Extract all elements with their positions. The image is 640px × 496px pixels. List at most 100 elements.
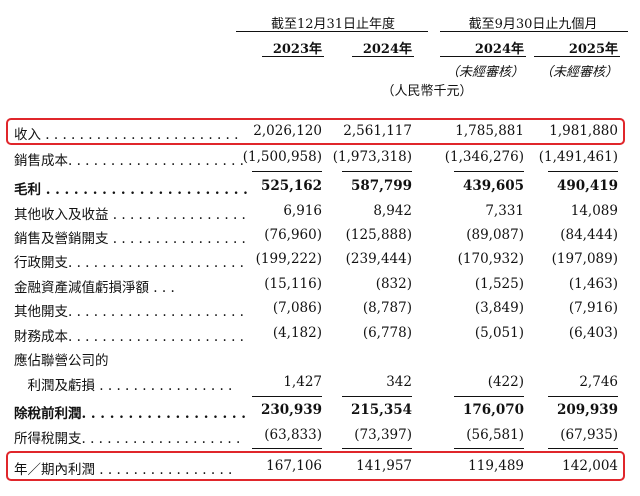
highlight-box-profit [6,451,625,481]
cell-2023: 525,162 [260,178,322,194]
row-label: 毛利 . . . . . . . . . . . . . . . . . . .… [14,182,248,198]
cell-2024-fy: (239,444) [345,251,412,267]
cell-2025-9m: (1,463) [568,276,618,292]
table-row-income-tax: 所得稅開支. . . . . . . . . . . . . . . . . .… [0,423,640,448]
cell-2025-9m: (84,444) [560,227,618,243]
header-currency: （人民幣千元） [381,84,473,99]
row-label: 銷售成本. . . . . . . . . . . . . . . . . . … [14,153,244,169]
subtotal-rule [548,171,618,172]
cell-2024-fy: 2,561,117 [343,123,412,139]
header-unaudited-2025: （未經審核） [539,65,618,80]
cell-2024-9m: 119,489 [468,458,524,474]
table-row-cost-of-sales: 銷售成本. . . . . . . . . . . . . . . . . . … [0,145,640,170]
table-row-selling-expenses: 銷售及營銷開支 . . . . . . . . . . . . . . . . … [0,223,640,248]
cell-2023: (15,116) [264,276,322,292]
cell-2024-9m: (1,525) [474,276,524,292]
cell-2024-9m: (89,087) [466,227,524,243]
cell-2024-fy: (8,787) [362,300,412,316]
header-year-2024-fy: 2024年 [362,42,412,57]
cell-2025-9m: 14,089 [570,203,618,219]
cell-2025-9m: (1,491,461) [538,149,618,165]
subtotal-rule [342,396,412,397]
header-unaudited-2024: （未經審核） [445,65,524,80]
cell-2024-9m: 1,785,881 [455,123,524,139]
row-label: 應佔聯營公司的 [14,353,109,369]
subtotal-rule [454,171,524,172]
table-row-admin-expenses: 行政開支. . . . . . . . . . . . . . . . . . … [0,247,640,272]
row-label: 年／期內利潤 . . . . . . . . . . . . . . . . [14,462,233,478]
cell-2024-fy: (73,397) [354,427,412,443]
year-rule-3 [440,56,526,57]
row-label: 其他開支. . . . . . . . . . . . . . . . . . … [14,304,244,320]
subtotal-rule [548,448,618,449]
table-row-profit-before-tax: 除稅前利潤. . . . . . . . . . . . . . . . . .… [0,398,640,423]
cell-2024-fy: 141,957 [356,458,412,474]
cell-2024-9m: 176,070 [462,402,524,418]
cell-2024-9m: (1,346,276) [444,149,524,165]
table-row-revenue: 收入 . . . . . . . . . . . . . . . . . . .… [0,119,640,144]
cell-2023: 6,916 [283,203,322,219]
cell-2024-9m: (422) [487,374,524,390]
table-row-impairment: 金融資產減值虧損淨額 . . . (15,116) (832) (1,525) … [0,272,640,297]
header-year-2024-9m: 2024年 [474,42,524,57]
cell-2023: (1,500,958) [242,149,322,165]
cell-2025-9m: (197,089) [551,251,618,267]
cell-2025-9m: 209,939 [556,402,618,418]
row-label: 銷售及營銷開支 . . . . . . . . . . . . . . . . [14,231,246,247]
subtotal-rule [342,171,412,172]
year-rule-2 [352,56,414,57]
cell-2024-fy: 215,354 [350,402,412,418]
row-label: 行政開支. . . . . . . . . . . . . . . . . . … [14,255,244,271]
cell-2025-9m: 490,419 [556,178,618,194]
year-rule-4 [534,56,620,57]
cell-2023: (76,960) [264,227,322,243]
header-group-9m: 截至9月30日止九個月 [468,17,598,32]
header-year-2025-9m: 2025年 [568,42,618,57]
cell-2023: (4,182) [272,325,322,341]
subtotal-rule [252,171,322,172]
cell-2023: (63,833) [264,427,322,443]
table-row-profit-for-period: 年／期內利潤 . . . . . . . . . . . . . . . . 1… [0,454,640,479]
cell-2025-9m: 2,746 [579,374,618,390]
row-label: 金融資產減值虧損淨額 . . . [14,280,175,296]
cell-2024-9m: 7,331 [485,203,524,219]
cell-2024-9m: (170,932) [457,251,524,267]
cell-2024-fy: 342 [386,374,412,390]
cell-2025-9m: (67,935) [560,427,618,443]
table-row-associates-profit: 利潤及虧損 . . . . . . . . . . . . . . . . 1,… [0,370,640,395]
subtotal-rule [548,396,618,397]
subtotal-rule [454,448,524,449]
cell-2024-fy: (6,778) [362,325,412,341]
subtotal-rule [252,448,322,449]
cell-2024-9m: (5,051) [474,325,524,341]
cell-2023: 230,939 [260,402,322,418]
row-label: 財務成本. . . . . . . . . . . . . . . . . . … [14,329,244,345]
cell-2024-fy: (125,888) [345,227,412,243]
table-row-gross-profit: 毛利 . . . . . . . . . . . . . . . . . . .… [0,174,640,199]
cell-2024-9m: (56,581) [466,427,524,443]
cell-2024-9m: 439,605 [462,178,524,194]
row-label: 除稅前利潤. . . . . . . . . . . . . . . . . . [14,406,246,422]
cell-2024-fy: 8,942 [373,203,412,219]
cell-2023: 167,106 [266,458,322,474]
header-rule-fy [236,31,428,32]
cell-2023: (7,086) [272,300,322,316]
cell-2024-fy: (1,973,318) [332,149,412,165]
row-label: 利潤及虧損 . . . . . . . . . . . . . . . . [14,378,233,394]
subtotal-rule [342,448,412,449]
subtotal-rule [252,396,322,397]
row-label: 收入 . . . . . . . . . . . . . . . . . . .… [14,127,239,143]
cell-2024-9m: (3,849) [474,300,524,316]
header-rule-9m [440,31,628,32]
table-row-finance-costs: 財務成本. . . . . . . . . . . . . . . . . . … [0,321,640,346]
cell-2023: 1,427 [283,374,322,390]
cell-2025-9m: 142,004 [562,458,618,474]
year-rule-1 [262,56,324,57]
cell-2025-9m: 1,981,880 [549,123,618,139]
cell-2024-fy: 587,799 [350,178,412,194]
table-row-other-expenses: 其他開支. . . . . . . . . . . . . . . . . . … [0,296,640,321]
table-row-other-income: 其他收入及收益 . . . . . . . . . . . . . . . . … [0,199,640,224]
header-year-2023: 2023年 [272,42,322,57]
cell-2025-9m: (7,916) [568,300,618,316]
highlight-box-revenue [6,118,625,145]
